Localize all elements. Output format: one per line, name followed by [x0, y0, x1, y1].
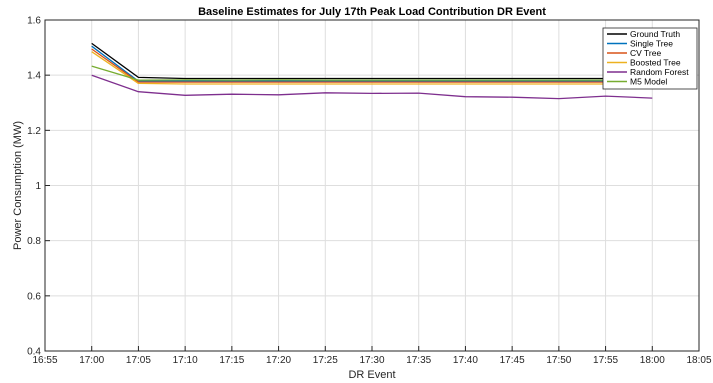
- x-axis-label: DR Event: [348, 369, 395, 381]
- x-tick-label: 17:00: [79, 355, 104, 366]
- x-tick-label: 17:20: [266, 355, 291, 366]
- series-line-ground-truth: [91, 42, 653, 80]
- legend-label: Ground Truth: [630, 29, 680, 39]
- x-tick-label: 16:55: [32, 355, 57, 366]
- legend-box: [602, 27, 698, 90]
- x-tick-label: 17:55: [593, 355, 618, 366]
- chart-title: Baseline Estimates for July 17th Peak Lo…: [198, 6, 546, 18]
- x-tick-label: 17:15: [219, 355, 244, 366]
- y-tick-label: 1.2: [27, 126, 41, 137]
- y-tick-label: 1.6: [27, 16, 41, 27]
- x-tick-label: 17:25: [313, 355, 338, 366]
- axis-ticks: 16:55 17:00 17:05 17:10 17:15 17:20 17:25 17:30…: [27, 16, 712, 367]
- x-tick-label: 18:00: [640, 355, 665, 366]
- legend-label: Single Tree: [630, 39, 673, 49]
- y-tick-label: 1: [35, 181, 41, 192]
- x-tick-label: 18:05: [686, 355, 711, 366]
- x-tick-label: 17:40: [453, 355, 478, 366]
- y-tick-label: 0.6: [27, 291, 41, 302]
- series-line-m5-model: [91, 65, 653, 81]
- series-line-single-tree: [91, 45, 653, 82]
- x-tick-label: 17:50: [546, 355, 571, 366]
- series-line-cv-tree: [91, 48, 653, 83]
- y-tick-label: 0.4: [27, 347, 41, 358]
- x-tick-label: 17:10: [173, 355, 198, 366]
- series-line-boosted-tree: [91, 51, 653, 85]
- x-tick-label: 17:30: [359, 355, 384, 366]
- y-tick-label: 1.4: [27, 71, 41, 82]
- series-line-random-forest: [91, 74, 653, 100]
- legend-label: Random Forest: [630, 67, 689, 77]
- x-tick-label: 17:05: [126, 355, 151, 366]
- y-tick-label: 0.8: [27, 236, 41, 247]
- series-lines: [91, 42, 653, 100]
- x-tick-label: 17:45: [500, 355, 525, 366]
- legend-label: M5 Model: [630, 77, 667, 87]
- x-tick-label: 17:35: [406, 355, 431, 366]
- y-axis-label: Power Consumption (MW): [12, 121, 24, 250]
- legend-label: CV Tree: [630, 48, 661, 58]
- legend-label: Boosted Tree: [630, 58, 681, 68]
